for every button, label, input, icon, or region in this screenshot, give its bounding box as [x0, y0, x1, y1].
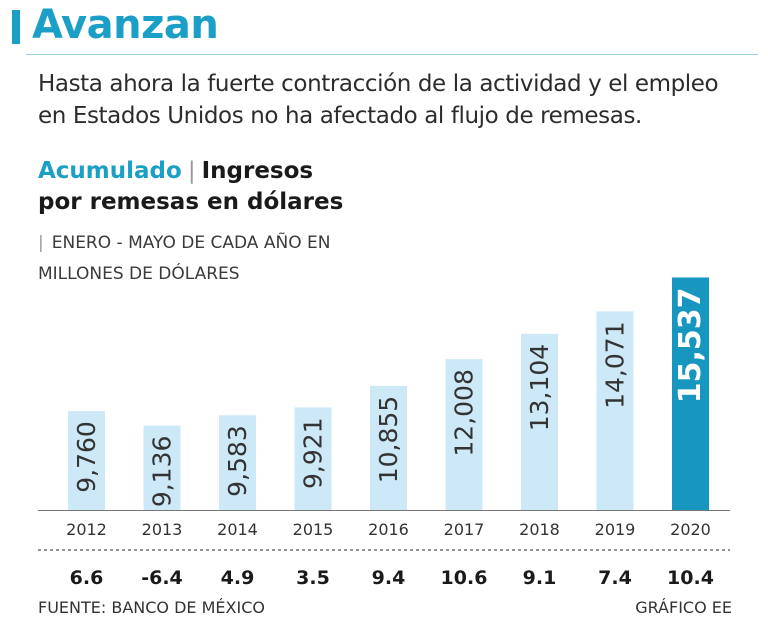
x-tick-label: 2016: [368, 520, 409, 539]
bar: [219, 415, 256, 510]
growth-label: 4.9: [221, 567, 255, 589]
bar: [68, 411, 105, 510]
value-label: 9,760: [72, 421, 101, 493]
value-label: 12,008: [450, 369, 479, 456]
title-accent-bar: [12, 10, 20, 44]
x-tick-label: 2020: [670, 520, 711, 539]
chart-heading-line1: Ingresos: [201, 158, 314, 184]
growth-label: 7.4: [598, 567, 632, 589]
x-tick-label: 2014: [217, 520, 258, 539]
chart-heading-line2: por remesas en dólares: [38, 189, 344, 215]
x-tick-label: 2012: [66, 520, 107, 539]
value-label: 15,537: [673, 287, 708, 403]
bar: [596, 311, 634, 510]
growth-label: 9.4: [372, 567, 406, 589]
subtitle: Hasta ahora la fuerte contracción de la …: [38, 71, 719, 129]
bar: [445, 359, 483, 510]
growth-label: 10.6: [441, 567, 488, 589]
chart-heading-accent: Acumulado: [38, 158, 182, 184]
x-tick-label: 2013: [142, 520, 183, 539]
bar: [521, 333, 558, 510]
units-label: | ENERO - MAYO DE CADA AÑO EN MILLONES DE…: [38, 228, 418, 290]
growth-label: -6.4: [141, 567, 183, 589]
value-label: 14,071: [601, 321, 630, 408]
bar: [672, 277, 709, 510]
units-text: ENERO - MAYO DE CADA AÑO EN MILLONES DE …: [38, 233, 331, 284]
value-label: 13,104: [525, 344, 554, 431]
value-label: 10,855: [374, 396, 403, 483]
chart-heading-separator: |: [187, 158, 196, 184]
value-label: 9,921: [299, 417, 328, 489]
x-tick-label: 2019: [595, 520, 636, 539]
bar: [294, 407, 332, 510]
value-label: 9,583: [223, 425, 252, 497]
value-label: 9,136: [148, 436, 177, 508]
units-bar-mark: |: [38, 233, 44, 253]
chart-heading: Acumulado | Ingresos por remesas en dólare…: [38, 156, 343, 218]
page-title: Avanzan: [32, 2, 219, 48]
x-tick-label: 2017: [444, 520, 485, 539]
x-tick-label: 2018: [519, 520, 560, 539]
growth-label: 6.6: [70, 567, 104, 589]
graphic-credit: GRÁFICO EE: [635, 598, 732, 617]
source-note: FUENTE: BANCO DE MÉXICO: [38, 598, 265, 617]
x-tick-label: 2015: [293, 520, 334, 539]
growth-label: 3.5: [296, 567, 330, 589]
title-divider: [26, 54, 758, 55]
growth-label: 9.1: [523, 567, 557, 589]
bar: [370, 385, 407, 510]
growth-label: 10.4: [667, 567, 714, 589]
bar: [143, 425, 181, 510]
